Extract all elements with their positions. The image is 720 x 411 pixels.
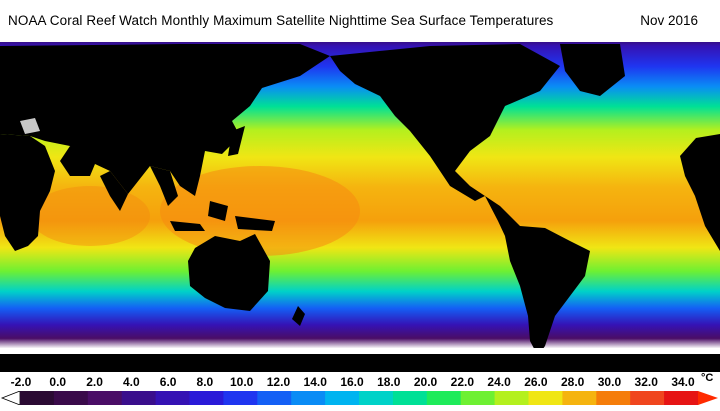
colorbar-tick-label: 14.0 [303, 375, 327, 389]
colorbar-tick-label: 0.0 [49, 375, 67, 389]
colorbar-tick-label: 26.0 [524, 375, 548, 389]
map-date: Nov 2016 [640, 13, 698, 28]
colorbar-tick-label: 20.0 [413, 375, 438, 389]
north-america-landmass [330, 44, 560, 201]
colorbar-swatch [664, 391, 699, 405]
colorbar-swatch [596, 391, 631, 405]
colorbar-tick-label: -2.0 [10, 375, 32, 389]
colorbar-tick-label: 4.0 [122, 375, 140, 389]
colorbar-swatch [630, 391, 665, 405]
colorbar-tick-label: 18.0 [377, 375, 401, 389]
colorbar-tick-label: 34.0 [671, 375, 695, 389]
colorbar-tick-label: 30.0 [597, 375, 622, 389]
colorbar-tick-label: 28.0 [560, 375, 585, 389]
colorbar-swatch [426, 391, 462, 405]
colorbar-swatch [257, 391, 292, 405]
colorbar-low-arrow [0, 391, 21, 405]
colorbar-scale [0, 391, 718, 405]
colorbar-swatch [494, 391, 529, 405]
map-title: NOAA Coral Reef Watch Monthly Maximum Sa… [8, 13, 554, 28]
colorbar-swatch [291, 391, 326, 405]
colorbar-swatch [20, 391, 55, 405]
colorbar-tick-label: 2.0 [86, 375, 103, 389]
colorbar-ticks: -2.0 0.0 2.0 4.0 6.0 8.0 10.0 12.0 14.0 16.0 18.0 2… [0, 375, 720, 391]
map-header: NOAA Coral Reef Watch Monthly Maximum Sa… [0, 0, 720, 36]
colorbar-swatch [155, 391, 190, 405]
colorbar-tick-label: 32.0 [634, 375, 658, 389]
temperature-colorbar: -2.0 0.0 2.0 4.0 6.0 8.0 10.0 12.0 14.0 16.0 18.0 2… [0, 372, 720, 411]
colorbar-swatch [87, 391, 123, 405]
colorbar-swatch [528, 391, 563, 405]
sea-surface-temperature-map [0, 36, 720, 372]
colorbar-swatch [562, 391, 597, 405]
colorbar-high-arrow [698, 391, 718, 405]
colorbar-swatch [325, 391, 360, 405]
colorbar-unit: °C [701, 372, 714, 384]
colorbar-swatch [53, 391, 89, 405]
colorbar-swatch [223, 391, 258, 405]
colorbar-tick-label: 8.0 [196, 375, 214, 389]
colorbar-swatch [121, 391, 157, 405]
colorbar-swatch [189, 391, 224, 405]
africa-landmass [0, 134, 55, 251]
australia-landmass [188, 234, 270, 311]
colorbar-tick-label: 6.0 [159, 375, 177, 389]
colorbar-swatch [392, 391, 428, 405]
colorbar-tick-label: 16.0 [340, 375, 364, 389]
colorbar-swatch [460, 391, 496, 405]
colorbar-tick-label: 12.0 [266, 375, 291, 389]
colorbar-tick-label: 10.0 [229, 375, 254, 389]
colorbar-swatch [359, 391, 394, 405]
colorbar-tick-label: 22.0 [450, 375, 475, 389]
colorbar-tick-label: 24.0 [487, 375, 511, 389]
